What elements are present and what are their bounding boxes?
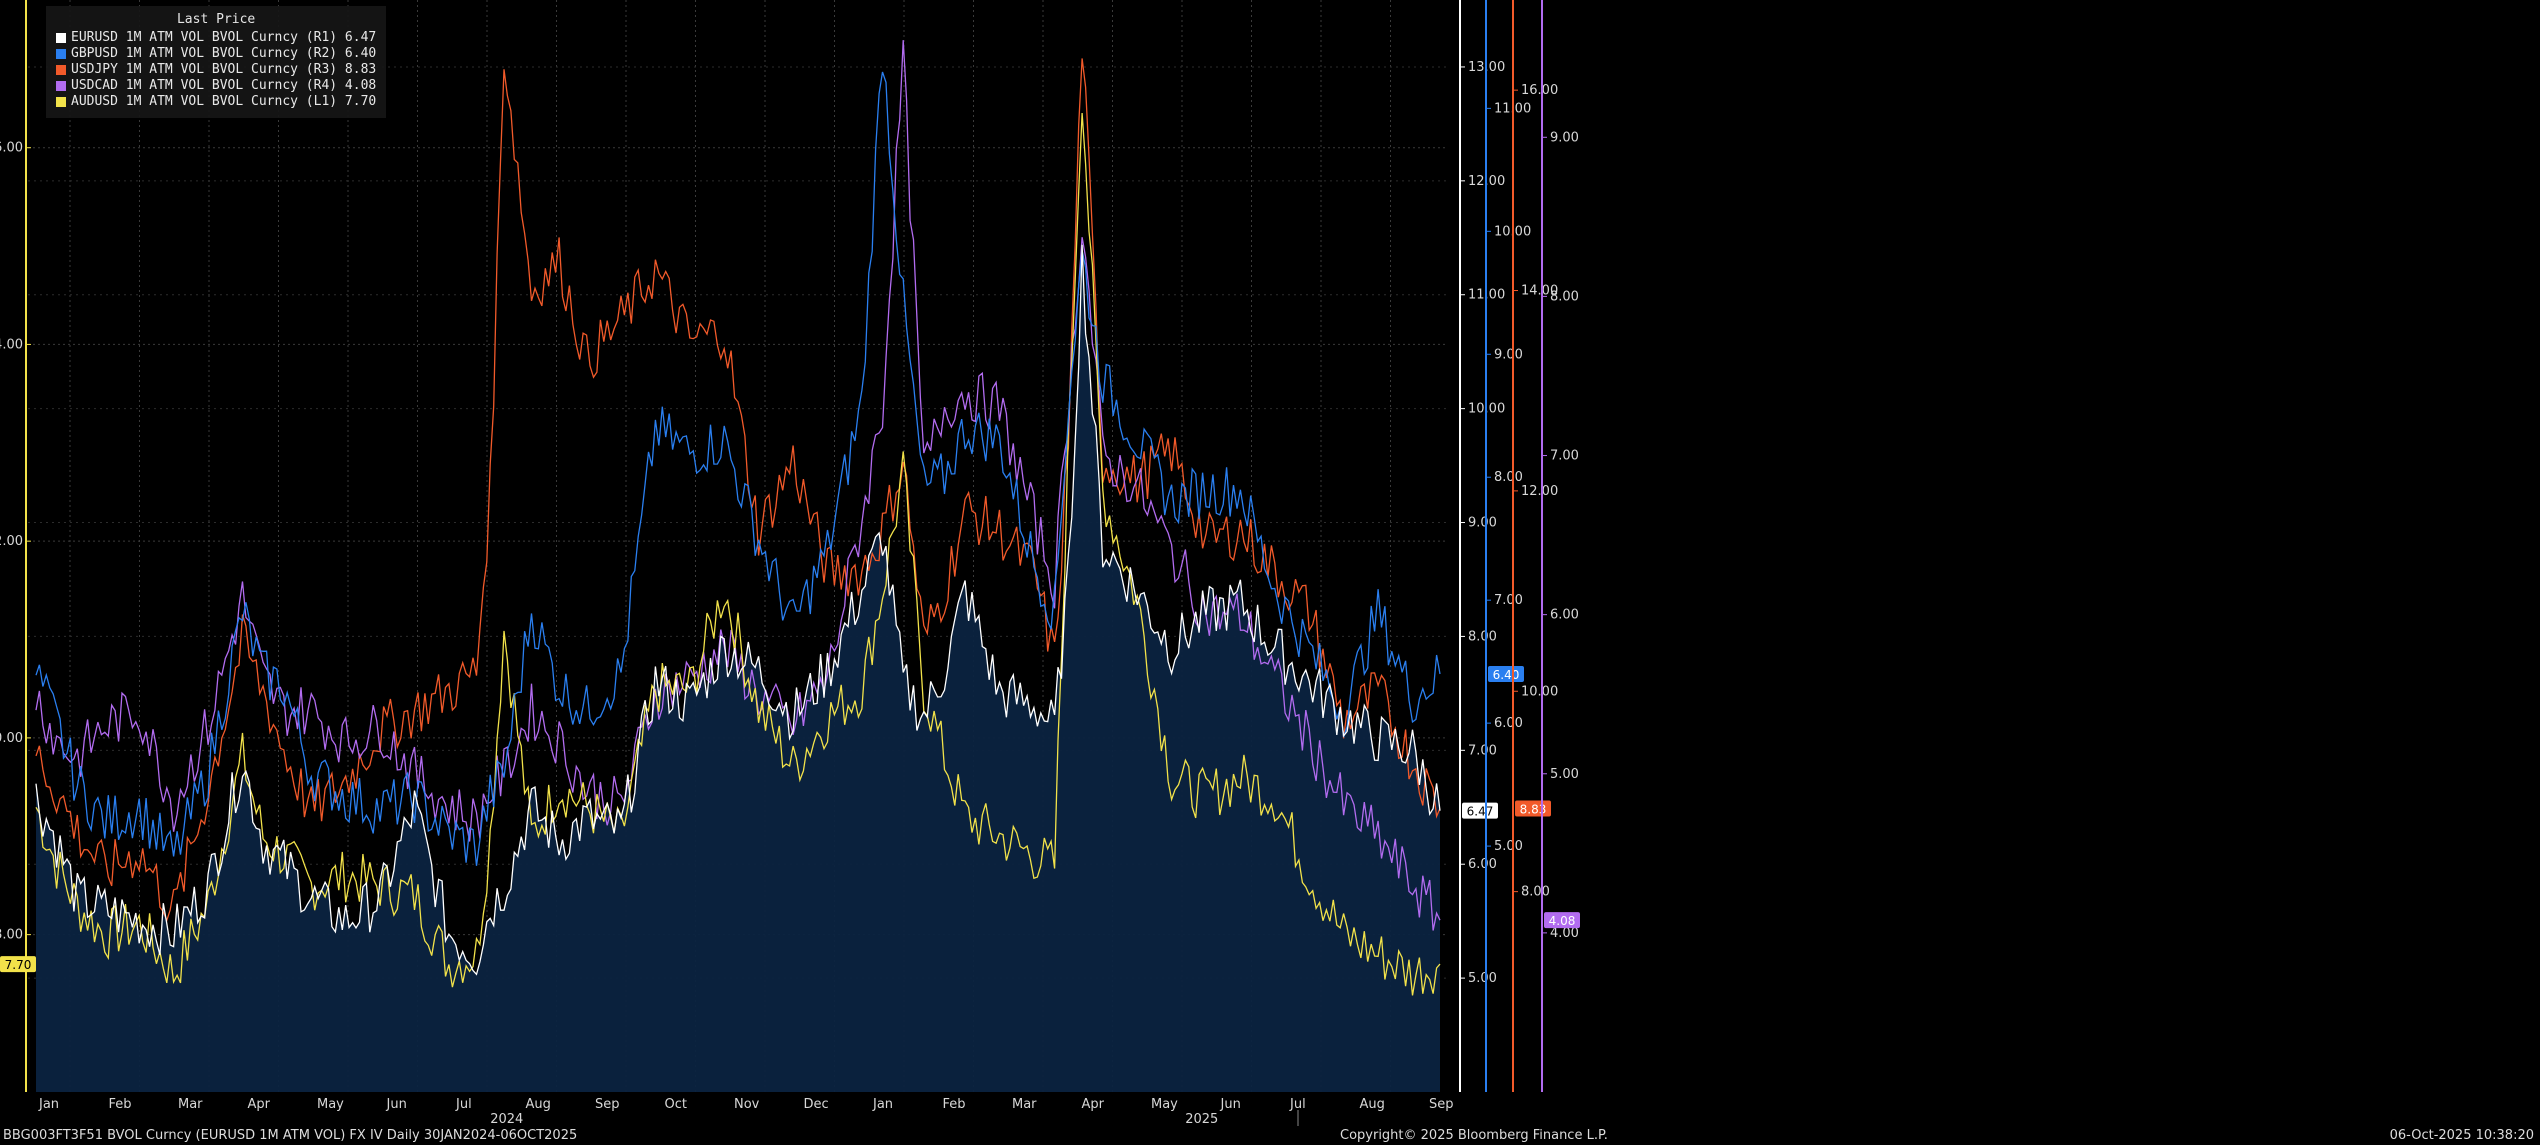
footer-ticker: BBG003FT3F51 BVOL Curncy (EURUSD 1M ATM … bbox=[3, 1128, 578, 1143]
lines-layer bbox=[35, 40, 1441, 996]
legend-swatch bbox=[56, 49, 66, 59]
x-tick-label: Jul bbox=[455, 1097, 472, 1112]
legend-swatch bbox=[56, 33, 66, 43]
legend-entry-usdjpy: USDJPY 1M ATM VOL BVOL Curncy (R3) 8.83 bbox=[56, 62, 376, 78]
y-tick-label: 10.00 bbox=[1521, 684, 1558, 699]
last-value-tag bbox=[0, 956, 36, 973]
y-tick-label: 12.00 bbox=[0, 534, 23, 549]
x-tick-label: May bbox=[1151, 1097, 1178, 1112]
x-year-label: 2025 bbox=[1185, 1112, 1218, 1127]
legend-entry-audusd: AUDUSD 1M ATM VOL BVOL Curncy (L1) 7.70 bbox=[56, 94, 376, 110]
x-tick-label: Oct bbox=[665, 1097, 687, 1112]
area-fill-eurusd bbox=[36, 244, 1440, 1093]
x-tick-label: Jan bbox=[872, 1097, 893, 1112]
x-tick-label: Aug bbox=[526, 1097, 551, 1112]
last-value-tag bbox=[1488, 665, 1524, 682]
x-tick-label: Apr bbox=[1082, 1097, 1105, 1112]
y-tick-label: 8.00 bbox=[1494, 470, 1523, 485]
y-tick-label: 4.00 bbox=[1550, 926, 1579, 941]
y-tick-label: 7.00 bbox=[1550, 449, 1579, 464]
last-value-tag bbox=[1544, 912, 1580, 929]
y-tick-label: 7.00 bbox=[1494, 593, 1523, 608]
y-tick-label: 6.00 bbox=[1468, 857, 1497, 872]
y-tick-label: 7.00 bbox=[1468, 743, 1497, 758]
legend-entry-gbpusd: GBPUSD 1M ATM VOL BVOL Curncy (R2) 6.40 bbox=[56, 46, 376, 62]
legend-title: Last Price bbox=[176, 12, 256, 27]
y-tick-label: 6.00 bbox=[1494, 716, 1523, 731]
legend-label: EURUSD 1M ATM VOL BVOL Curncy (R1) 6.47 bbox=[71, 30, 377, 45]
area-layer bbox=[36, 244, 1440, 1093]
x-tick-label: Aug bbox=[1360, 1097, 1385, 1112]
x-tick-label: May bbox=[317, 1097, 344, 1112]
y-tick-label: 12.00 bbox=[1521, 484, 1558, 499]
x-tick-label: Mar bbox=[178, 1097, 203, 1112]
series-line-audusd bbox=[35, 112, 1441, 996]
legend-entry-eurusd: EURUSD 1M ATM VOL BVOL Curncy (R1) 6.47 bbox=[56, 30, 376, 46]
x-tick-label: Jun bbox=[386, 1097, 407, 1112]
y-tick-label: 5.00 bbox=[1550, 767, 1579, 782]
x-tick-label: Jun bbox=[1220, 1097, 1241, 1112]
last-value-tag bbox=[1462, 802, 1498, 819]
last-value-label: 7.70 bbox=[5, 958, 32, 972]
x-tick-label: Sep bbox=[595, 1097, 620, 1112]
y-tick-label: 10.00 bbox=[0, 731, 23, 746]
legend-label: USDJPY 1M ATM VOL BVOL Curncy (R3) 8.83 bbox=[71, 62, 377, 77]
y-tick-label: 16.00 bbox=[1521, 83, 1558, 98]
legend-label: USDCAD 1M ATM VOL BVOL Curncy (R4) 4.08 bbox=[71, 78, 377, 93]
x-tick-label: Mar bbox=[1012, 1097, 1037, 1112]
legend-swatch bbox=[56, 65, 66, 75]
last-value-label: 6.40 bbox=[1493, 668, 1520, 682]
legend: Last Price EURUSD 1M ATM VOL BVOL Curncy… bbox=[46, 6, 387, 118]
legend-entry-usdcad: USDCAD 1M ATM VOL BVOL Curncy (R4) 4.08 bbox=[56, 78, 376, 94]
last-value-label: 8.83 bbox=[1520, 802, 1547, 816]
x-tick-label: Sep bbox=[1429, 1097, 1454, 1112]
footer-timestamp: 06-Oct-2025 10:38:20 bbox=[2389, 1128, 2534, 1143]
y-tick-label: 8.00 bbox=[1521, 885, 1550, 900]
footer: BBG003FT3F51 BVOL Curncy (EURUSD 1M ATM … bbox=[0, 1126, 2540, 1145]
x-tick-label: Feb bbox=[109, 1097, 132, 1112]
y-tick-label: 5.00 bbox=[1468, 971, 1497, 986]
last-value-label: 6.47 bbox=[1467, 805, 1494, 819]
axes-layer: Jan Feb Mar Apr May Jun Jul Aug Sep Oct Nov Dec Jan F… bbox=[0, 0, 1580, 1127]
legend-label: GBPUSD 1M ATM VOL BVOL Curncy (R2) 6.40 bbox=[71, 46, 377, 61]
y-tick-label: 9.00 bbox=[1494, 347, 1523, 362]
y-tick-label: 8.00 bbox=[1550, 289, 1579, 304]
legend-label: AUDUSD 1M ATM VOL BVOL Curncy (L1) 7.70 bbox=[71, 94, 377, 109]
y-tick-label: 9.00 bbox=[1468, 516, 1497, 531]
y-tick-label: 16.00 bbox=[0, 141, 23, 156]
x-tick-label: Dec bbox=[804, 1097, 829, 1112]
x-tick-label: Jan bbox=[38, 1097, 59, 1112]
legend-swatch bbox=[56, 97, 66, 107]
y-tick-label: 9.00 bbox=[1550, 130, 1579, 145]
y-tick-label: 5.00 bbox=[1494, 839, 1523, 854]
y-tick-label: 14.00 bbox=[1521, 284, 1558, 299]
legend-swatch bbox=[56, 81, 66, 91]
y-tick-label: 8.00 bbox=[0, 928, 23, 943]
y-tick-label: 6.00 bbox=[1550, 608, 1579, 623]
x-tick-label: Feb bbox=[943, 1097, 966, 1112]
last-value-label: 4.08 bbox=[1549, 914, 1576, 928]
y-tick-label: 8.00 bbox=[1468, 629, 1497, 644]
x-tick-label: Nov bbox=[734, 1097, 760, 1112]
footer-copyright: Copyright© 2025 Bloomberg Finance L.P. bbox=[1340, 1128, 1608, 1143]
x-tick-label: Jul bbox=[1289, 1097, 1306, 1112]
y-tick-label: 14.00 bbox=[0, 337, 23, 352]
series-line-usdjpy bbox=[35, 58, 1441, 923]
x-tick-label: Apr bbox=[248, 1097, 271, 1112]
series-line-eurusd bbox=[35, 244, 1441, 976]
series-line-gbpusd bbox=[35, 71, 1441, 866]
x-year-label: 2024 bbox=[490, 1112, 523, 1127]
